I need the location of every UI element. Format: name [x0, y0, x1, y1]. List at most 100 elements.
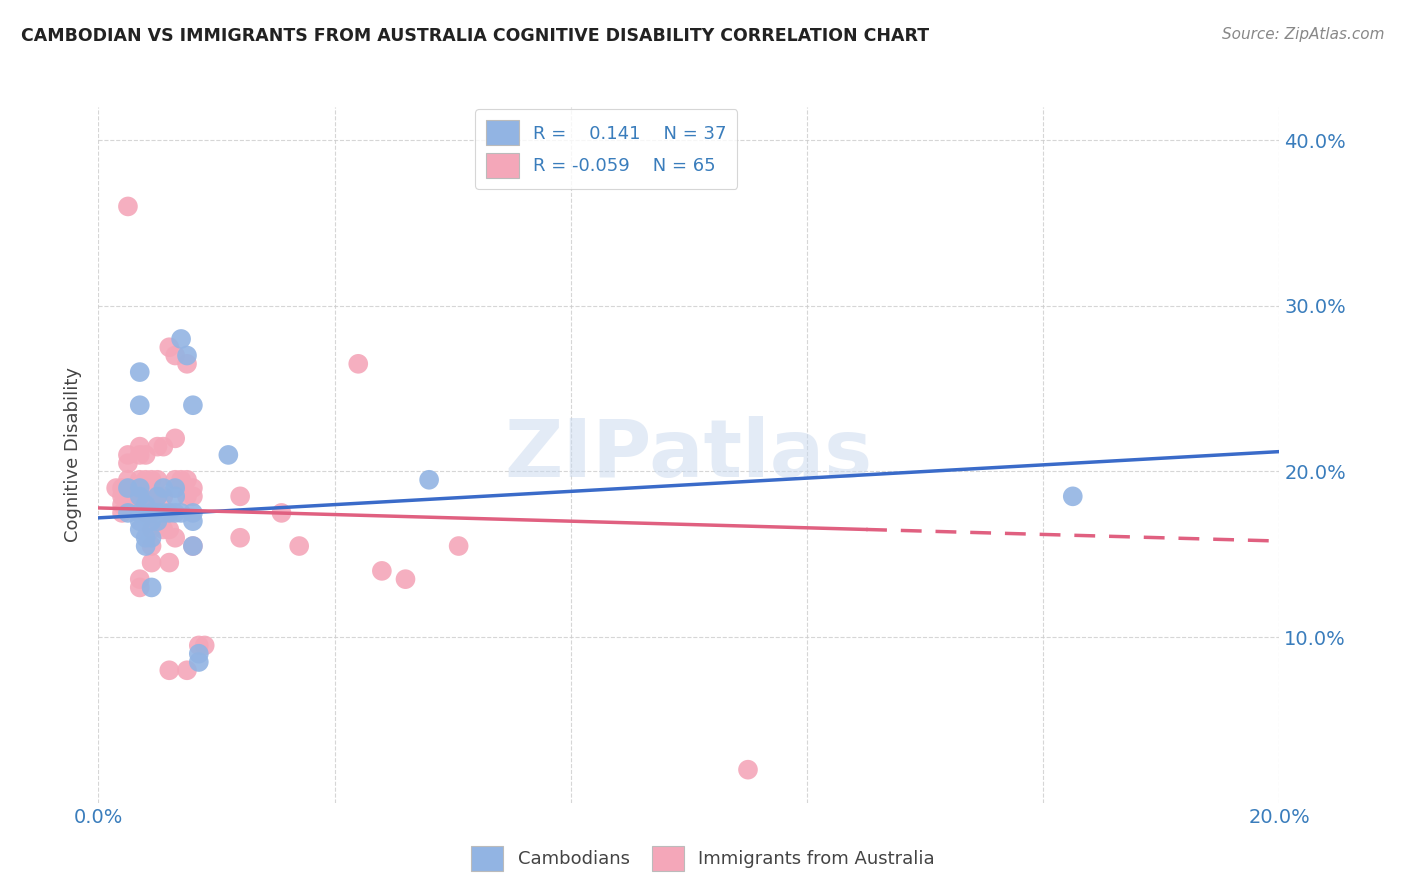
Point	[128, 498, 150, 512]
Y-axis label: Cognitive Disability: Cognitive Disability	[65, 368, 83, 542]
Point	[111, 489, 134, 503]
Point	[117, 481, 139, 495]
Point	[128, 365, 150, 379]
Point	[165, 481, 187, 495]
Point	[394, 572, 416, 586]
Point	[141, 473, 163, 487]
Point	[170, 332, 193, 346]
Point	[128, 506, 150, 520]
Point	[170, 506, 193, 520]
Point	[181, 481, 204, 495]
Point	[135, 473, 157, 487]
Text: Source: ZipAtlas.com: Source: ZipAtlas.com	[1222, 27, 1385, 42]
Point	[128, 514, 150, 528]
Point	[165, 349, 187, 363]
Point	[111, 498, 134, 512]
Legend: Cambodians, Immigrants from Australia: Cambodians, Immigrants from Australia	[464, 838, 942, 879]
Point	[152, 506, 174, 520]
Point	[141, 523, 163, 537]
Point	[135, 448, 157, 462]
Point	[165, 431, 187, 445]
Point	[176, 349, 198, 363]
Point	[187, 639, 209, 653]
Point	[229, 489, 252, 503]
Point	[181, 539, 204, 553]
Point	[128, 481, 150, 495]
Point	[181, 398, 204, 412]
Point	[165, 531, 187, 545]
Point	[146, 489, 169, 503]
Point	[141, 489, 163, 503]
Point	[146, 514, 169, 528]
Point	[152, 440, 174, 454]
Point	[141, 539, 163, 553]
Point	[117, 489, 139, 503]
Point	[128, 440, 150, 454]
Point	[135, 506, 157, 520]
Point	[141, 514, 163, 528]
Point	[157, 523, 180, 537]
Point	[447, 539, 470, 553]
Point	[187, 647, 209, 661]
Point	[181, 514, 204, 528]
Point	[157, 663, 180, 677]
Point	[176, 489, 198, 503]
Point	[135, 539, 157, 553]
Point	[229, 531, 252, 545]
Text: ZIPatlas: ZIPatlas	[505, 416, 873, 494]
Point	[176, 473, 198, 487]
Point	[288, 539, 311, 553]
Point	[165, 489, 187, 503]
Point	[181, 489, 204, 503]
Point	[187, 655, 209, 669]
Point	[181, 539, 204, 553]
Point	[141, 581, 163, 595]
Point	[128, 572, 150, 586]
Point	[141, 506, 163, 520]
Text: CAMBODIAN VS IMMIGRANTS FROM AUSTRALIA COGNITIVE DISABILITY CORRELATION CHART: CAMBODIAN VS IMMIGRANTS FROM AUSTRALIA C…	[21, 27, 929, 45]
Point	[128, 473, 150, 487]
Point	[181, 506, 204, 520]
Point	[141, 556, 163, 570]
Point	[117, 506, 139, 520]
Point	[122, 481, 145, 495]
Point	[157, 556, 180, 570]
Point	[128, 489, 150, 503]
Point	[105, 481, 128, 495]
Point	[135, 498, 157, 512]
Point	[117, 456, 139, 470]
Point	[128, 448, 150, 462]
Point	[128, 523, 150, 537]
Point	[152, 489, 174, 503]
Legend: R =    0.141    N = 37, R = -0.059    N = 65: R = 0.141 N = 37, R = -0.059 N = 65	[475, 109, 737, 189]
Point	[217, 448, 239, 462]
Point	[176, 663, 198, 677]
Point	[152, 523, 174, 537]
Point	[1062, 489, 1084, 503]
Point	[117, 498, 139, 512]
Point	[135, 498, 157, 512]
Point	[117, 199, 139, 213]
Point	[170, 473, 193, 487]
Point	[128, 398, 150, 412]
Point	[122, 489, 145, 503]
Point	[146, 473, 169, 487]
Point	[165, 506, 187, 520]
Point	[347, 357, 370, 371]
Point	[111, 481, 134, 495]
Point	[146, 506, 169, 520]
Point	[117, 448, 139, 462]
Point	[371, 564, 394, 578]
Point	[128, 489, 150, 503]
Point	[165, 473, 187, 487]
Point	[194, 639, 217, 653]
Point	[128, 581, 150, 595]
Point	[157, 340, 180, 354]
Point	[157, 506, 180, 520]
Point	[117, 481, 139, 495]
Point	[270, 506, 292, 520]
Point	[146, 489, 169, 503]
Point	[146, 440, 169, 454]
Point	[418, 473, 440, 487]
Point	[176, 357, 198, 371]
